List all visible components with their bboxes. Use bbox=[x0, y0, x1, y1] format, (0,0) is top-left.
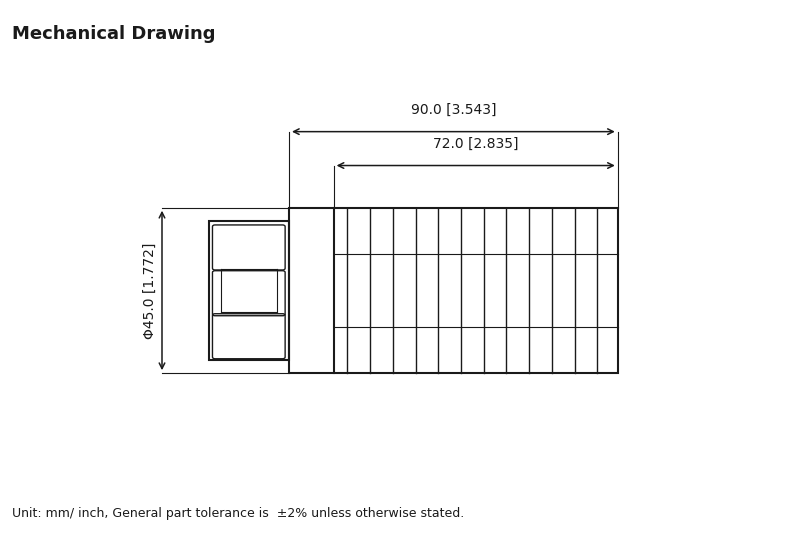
Text: 90.0 [3.543]: 90.0 [3.543] bbox=[410, 103, 496, 117]
Bar bbox=[289, 208, 618, 373]
Text: Mechanical Drawing: Mechanical Drawing bbox=[12, 25, 215, 43]
Text: Φ45.0 [1.772]: Φ45.0 [1.772] bbox=[143, 242, 157, 339]
Bar bbox=[209, 221, 289, 360]
Text: 72.0 [2.835]: 72.0 [2.835] bbox=[433, 137, 518, 151]
Text: Unit: mm/ inch, General part tolerance is  ±2% unless otherwise stated.: Unit: mm/ inch, General part tolerance i… bbox=[12, 507, 464, 520]
